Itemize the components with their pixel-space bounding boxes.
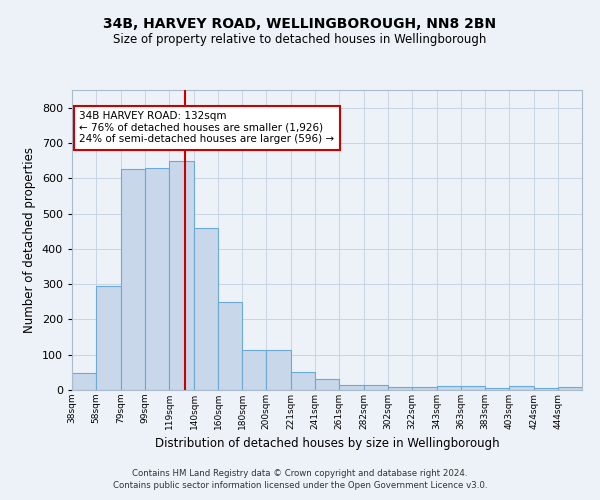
- Text: Contains public sector information licensed under the Open Government Licence v3: Contains public sector information licen…: [113, 481, 487, 490]
- Bar: [315, 380, 339, 390]
- Y-axis label: Number of detached properties: Number of detached properties: [23, 147, 36, 333]
- Bar: [72, 373, 96, 390]
- Text: Size of property relative to detached houses in Wellingborough: Size of property relative to detached ho…: [113, 32, 487, 46]
- X-axis label: Distribution of detached houses by size in Wellingborough: Distribution of detached houses by size …: [155, 438, 499, 450]
- Bar: [145, 168, 169, 390]
- Bar: [96, 286, 121, 390]
- Bar: [461, 386, 485, 390]
- Bar: [169, 162, 194, 390]
- Bar: [194, 228, 218, 390]
- Bar: [509, 386, 534, 390]
- Text: Contains HM Land Registry data © Crown copyright and database right 2024.: Contains HM Land Registry data © Crown c…: [132, 468, 468, 477]
- Bar: [218, 302, 242, 390]
- Bar: [242, 350, 266, 390]
- Text: 34B, HARVEY ROAD, WELLINGBOROUGH, NN8 2BN: 34B, HARVEY ROAD, WELLINGBOROUGH, NN8 2B…: [103, 18, 497, 32]
- Bar: [291, 372, 315, 390]
- Text: 34B HARVEY ROAD: 132sqm
← 76% of detached houses are smaller (1,926)
24% of semi: 34B HARVEY ROAD: 132sqm ← 76% of detache…: [79, 111, 334, 144]
- Bar: [437, 386, 461, 390]
- Bar: [412, 387, 437, 390]
- Bar: [485, 388, 509, 390]
- Bar: [388, 387, 412, 390]
- Bar: [266, 350, 291, 390]
- Bar: [534, 388, 558, 390]
- Bar: [364, 384, 388, 390]
- Bar: [558, 387, 582, 390]
- Bar: [339, 384, 364, 390]
- Bar: [121, 170, 145, 390]
